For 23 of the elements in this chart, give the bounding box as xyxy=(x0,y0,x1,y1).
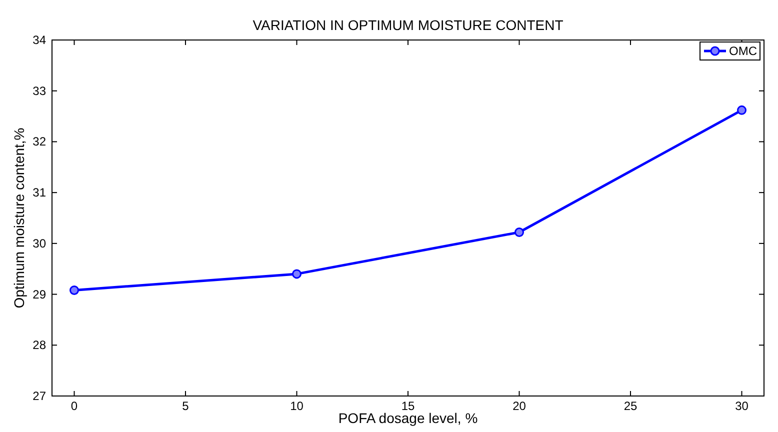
point xyxy=(514,227,524,237)
point xyxy=(292,269,302,279)
x-tick-label: 0 xyxy=(70,399,78,413)
x-tick-label: 25 xyxy=(624,399,638,413)
point xyxy=(70,285,79,295)
x-tick-label: 15 xyxy=(401,399,415,413)
x-tick-label: 10 xyxy=(290,399,304,413)
x-tick-label: 5 xyxy=(182,399,190,413)
point xyxy=(737,105,746,115)
y-tick-label: 27 xyxy=(32,389,46,403)
y-tick-label: 28 xyxy=(32,338,46,352)
chart-title: VARIATION IN OPTIMUM MOISTURE CONTENT xyxy=(252,17,564,33)
legend-label: OMC xyxy=(729,44,758,58)
x-tick-label: 20 xyxy=(512,399,526,413)
y-tick-label: 31 xyxy=(32,186,46,200)
x-axis-title: POFA dosage level, % xyxy=(338,410,478,426)
y-tick-label: 34 xyxy=(32,33,46,47)
y-tick-label: 30 xyxy=(32,236,46,250)
y-tick-label: 33 xyxy=(32,84,46,98)
x-tick-label: 30 xyxy=(735,399,749,413)
y-tick-label: 32 xyxy=(32,134,46,149)
y-tick-label: 29 xyxy=(32,287,46,302)
y-axis-title: Optimum moisture content,% xyxy=(11,128,27,308)
